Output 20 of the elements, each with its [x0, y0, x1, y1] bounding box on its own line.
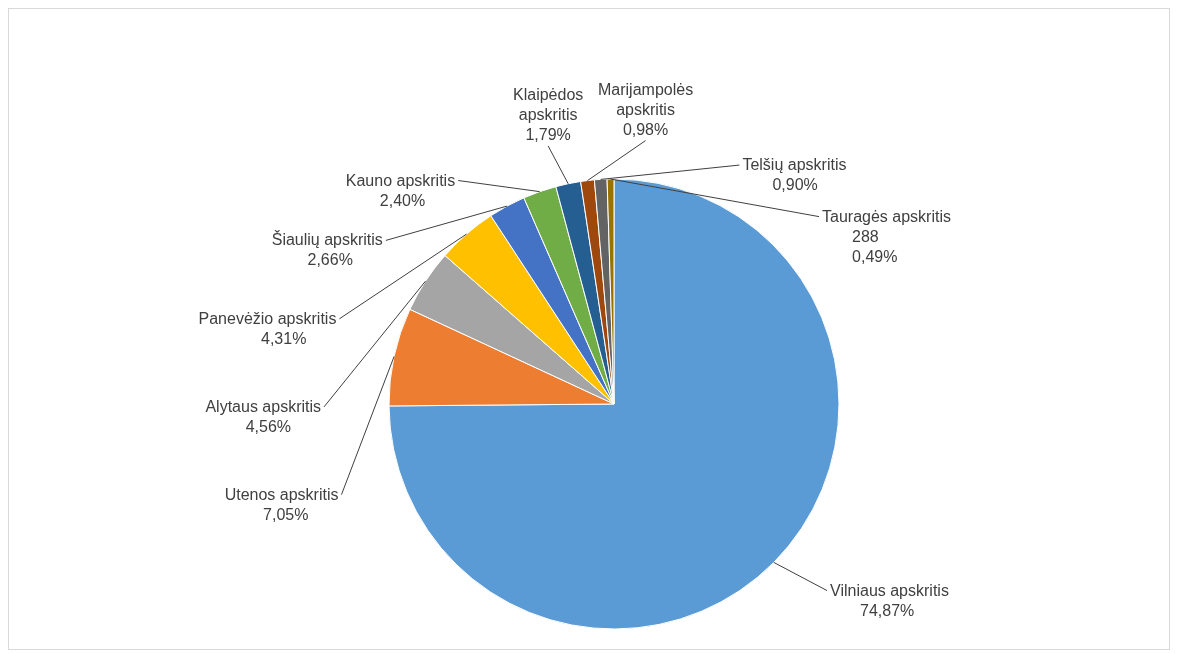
slice-label: Panevėžio apskritis [198, 309, 337, 327]
data-label: 4,31% [261, 329, 307, 347]
slice-label: Klaipėdos apskritis [513, 85, 584, 123]
slice-label: Utenos apskritis [224, 485, 339, 503]
slice-label: Vilniaus apskritis [830, 581, 949, 599]
slice-label: Telšių apskritis [742, 156, 847, 174]
data-label: 7,05% [263, 505, 309, 523]
slice-label: Marijampolės apskritis [598, 80, 694, 118]
data-label: 288 0,49% [852, 227, 898, 265]
data-label: 2,66% [307, 251, 353, 269]
data-label: 2,40% [379, 191, 426, 209]
slice-label: Šiaulių apskritis [271, 230, 383, 249]
slice-label: Alytaus apskritis [205, 397, 322, 415]
data-label: 0,90% [772, 176, 818, 194]
slice-label: Tauragės apskritis [822, 207, 952, 225]
slice-label: Kauno apskritis [345, 171, 456, 189]
data-label: 74,87% [860, 601, 915, 619]
data-label: 1,79% [525, 125, 571, 143]
data-label: 0,98% [622, 120, 669, 138]
data-label: 4,56% [245, 417, 292, 435]
